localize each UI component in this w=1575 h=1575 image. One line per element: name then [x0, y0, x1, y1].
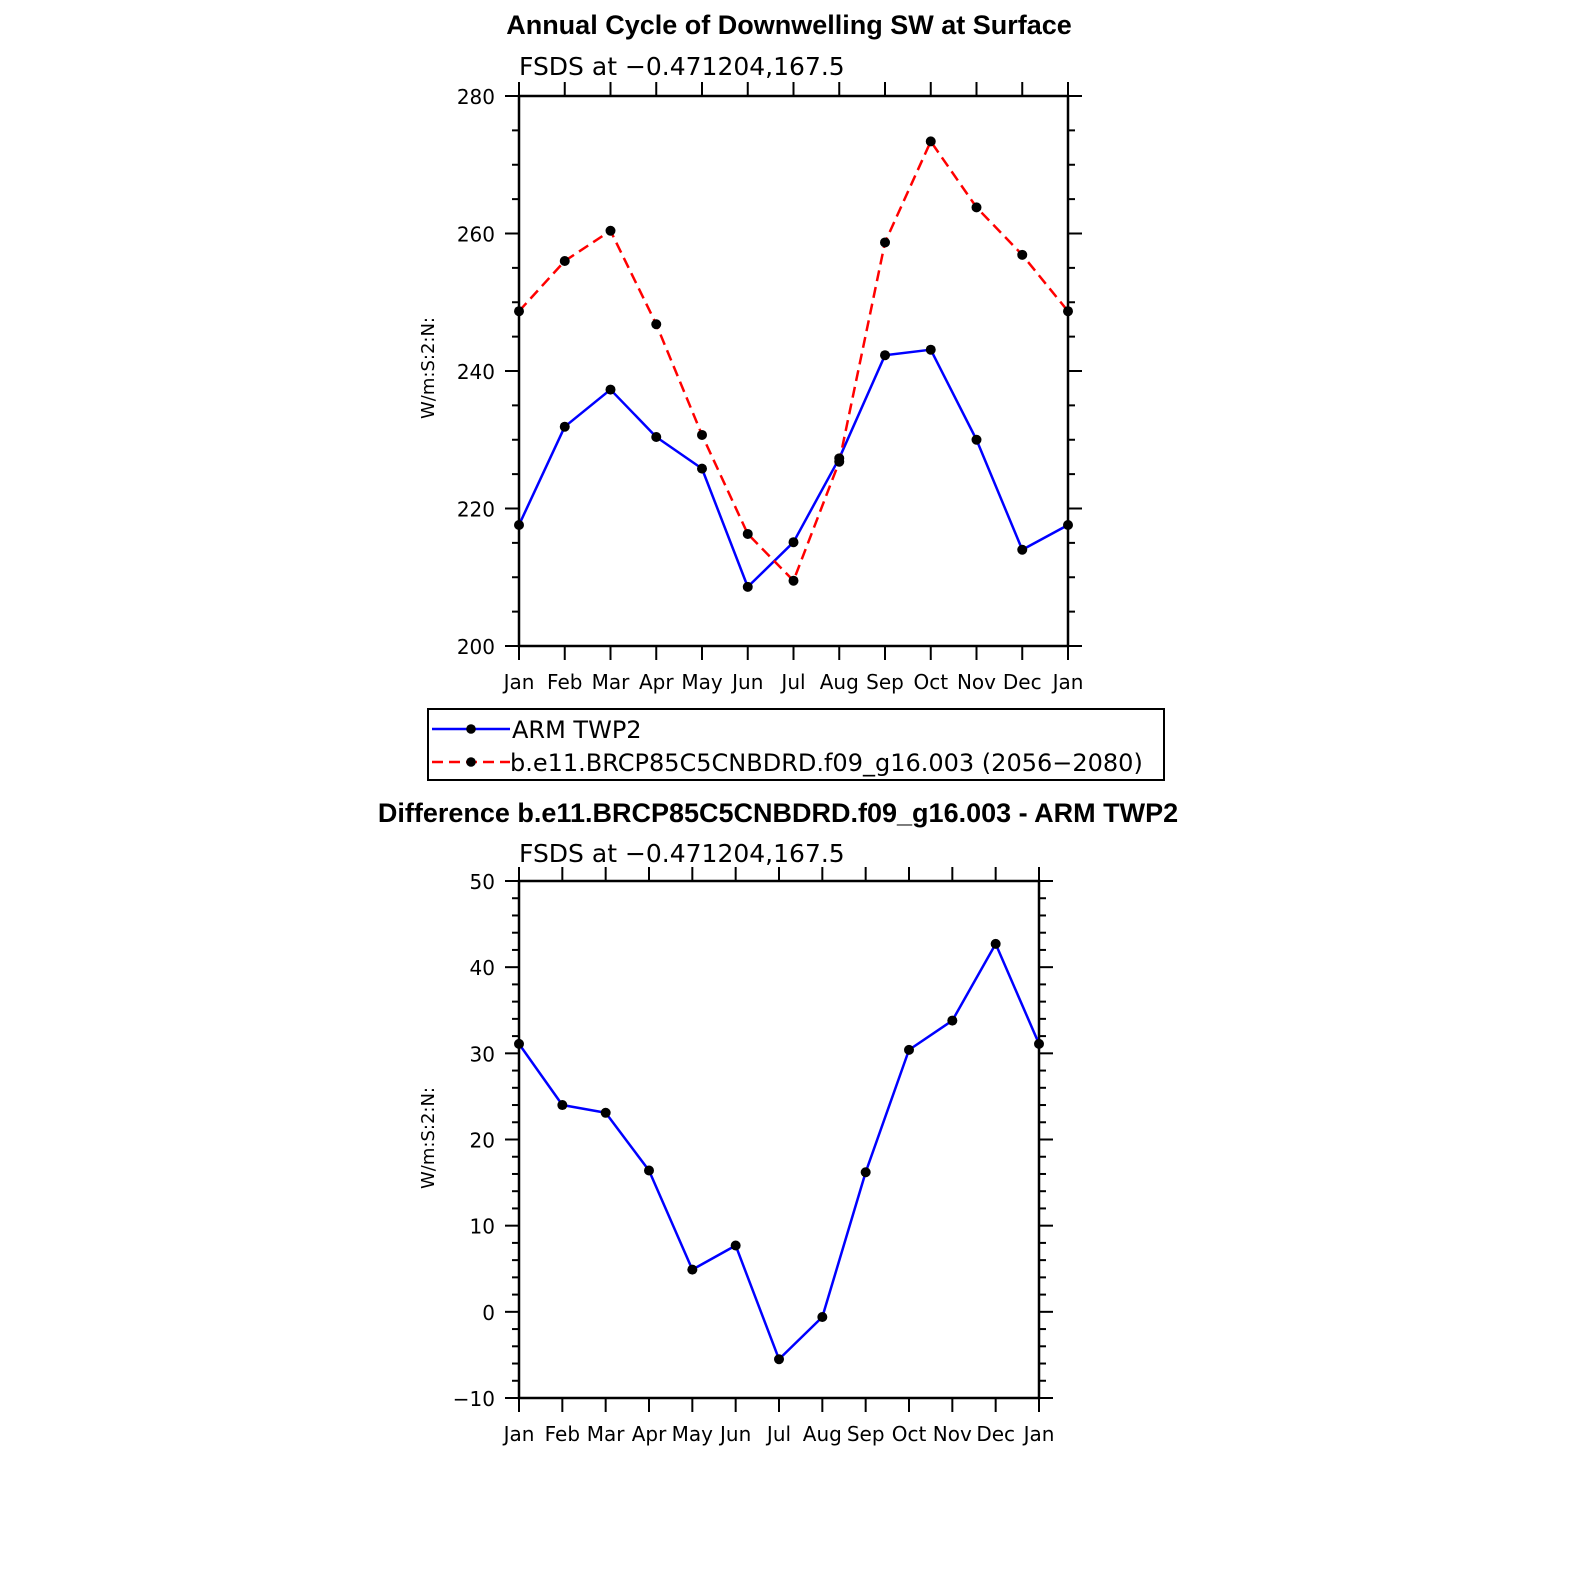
x-tick-label: Oct — [892, 1422, 927, 1446]
x-tick-label: Feb — [545, 1422, 580, 1446]
y-tick-label: 200 — [457, 635, 495, 659]
x-tick-label: Jan — [1022, 1422, 1055, 1446]
data-point-series-0 — [904, 1044, 914, 1055]
data-point-series-0 — [1017, 544, 1028, 555]
y-tick-label: 40 — [470, 956, 495, 980]
x-tick-label: Aug — [803, 1422, 842, 1446]
data-point-series-1 — [605, 225, 616, 236]
data-point-series-0 — [788, 537, 799, 548]
series-line-0 — [517, 942, 1041, 1361]
data-point-series-0 — [742, 581, 753, 592]
x-tick-label: Jun — [718, 1422, 751, 1446]
data-point-series-0 — [730, 1240, 741, 1251]
data-point-series-0 — [697, 463, 707, 474]
chart-subtitle: FSDS at −0.471204,167.5 — [519, 839, 845, 868]
data-point-series-0 — [947, 1015, 958, 1026]
chart-title: Difference b.e11.BRCP85C5CNBDRD.f09_g16.… — [378, 798, 1178, 828]
x-tick-label: Feb — [547, 670, 582, 694]
x-tick-label: Jan — [1051, 670, 1084, 694]
x-tick-label: Jun — [730, 670, 763, 694]
data-point-series-0 — [1063, 520, 1073, 530]
chart-title: Annual Cycle of Downwelling SW at Surfac… — [506, 10, 1072, 40]
data-point-series-0 — [605, 384, 616, 395]
data-point-series-0 — [774, 1354, 784, 1365]
data-point-series-1 — [1063, 306, 1073, 317]
y-tick-label: 30 — [470, 1042, 495, 1066]
y-tick-label: 220 — [457, 498, 495, 522]
data-point-series-1 — [834, 456, 845, 467]
data-point-series-0 — [687, 1264, 698, 1275]
x-tick-label: Nov — [933, 1422, 972, 1446]
legend-box — [427, 708, 1165, 781]
y-tick-label: 280 — [457, 85, 495, 109]
x-tick-label: Dec — [976, 1422, 1015, 1446]
x-tick-label: Apr — [639, 670, 674, 694]
y-axis-label: W/m:S:2:N: — [418, 317, 439, 419]
plot-area-difference: −10 0 10 20 30 40 50 Jan Feb Mar Apr May Jun Jul Aug Se… — [453, 867, 1055, 1446]
plot-area-annual-cycle: 200 220 240 260 280 Jan Feb Mar Apr May Jun Jul Aug S… — [457, 82, 1084, 694]
y-tick-label: 50 — [470, 870, 495, 894]
data-point-series-0 — [860, 1167, 871, 1178]
data-point-series-1 — [1017, 249, 1028, 260]
x-tick-label: Dec — [1003, 670, 1042, 694]
x-tick-label: Mar — [587, 1422, 626, 1446]
x-tick-label: Apr — [632, 1422, 667, 1446]
y-tick-label: 260 — [457, 223, 495, 247]
data-point-series-0 — [817, 1312, 828, 1323]
y-tick-label: −10 — [453, 1387, 495, 1411]
data-point-series-0 — [644, 1165, 654, 1176]
plot-frame — [517, 879, 1041, 1400]
data-point-series-0 — [990, 938, 1001, 949]
data-point-series-1 — [559, 256, 570, 266]
legend-marker-arm — [466, 724, 476, 734]
data-point-series-0 — [559, 421, 570, 432]
data-point-series-0 — [880, 350, 890, 361]
legend-marker-model — [466, 757, 476, 767]
data-point-series-0 — [600, 1107, 611, 1118]
data-point-series-1 — [697, 429, 707, 440]
legend-label-arm: ARM TWP2 — [512, 716, 642, 744]
data-point-series-0 — [1034, 1038, 1044, 1049]
y-tick-label: 10 — [470, 1215, 495, 1239]
legend: ARM TWP2 b.e11.BRCP85C5CNBDRD.f09_g16.00… — [427, 708, 1165, 781]
data-point-series-0 — [971, 434, 982, 445]
y-tick-label: 0 — [482, 1301, 495, 1325]
y-axis-label: W/m:S:2:N: — [418, 1087, 439, 1189]
data-point-series-0 — [925, 344, 936, 355]
data-point-series-1 — [880, 237, 890, 248]
y-tick-label: 240 — [457, 360, 495, 384]
data-point-series-0 — [514, 1038, 524, 1049]
x-tick-label: Sep — [866, 670, 904, 694]
x-tick-label: Jan — [502, 1422, 535, 1446]
data-point-series-0 — [514, 520, 524, 530]
data-point-series-1 — [788, 575, 799, 586]
data-point-series-1 — [971, 202, 982, 213]
chart-subtitle: FSDS at −0.471204,167.5 — [519, 52, 845, 81]
series-line-0 — [517, 348, 1069, 589]
x-tick-label: Jul — [779, 670, 805, 694]
x-tick-label: Jul — [765, 1422, 791, 1446]
x-tick-label: Sep — [847, 1422, 885, 1446]
series-line-1 — [518, 140, 1069, 582]
data-point-series-0 — [557, 1100, 568, 1111]
x-tick-label: Oct — [913, 670, 948, 694]
x-tick-label: Jan — [502, 670, 535, 694]
data-point-series-1 — [925, 136, 936, 147]
legend-label-model: b.e11.BRCP85C5CNBDRD.f09_g16.003 (2056−2… — [510, 749, 1143, 777]
data-point-series-1 — [742, 528, 753, 539]
x-tick-label: May — [681, 670, 723, 694]
y-tick-label: 20 — [470, 1129, 495, 1153]
x-tick-label: Aug — [820, 670, 859, 694]
x-tick-label: May — [672, 1422, 714, 1446]
x-tick-label: Mar — [592, 670, 631, 694]
data-point-series-0 — [651, 432, 662, 442]
plot-frame — [517, 94, 1070, 648]
data-point-series-1 — [514, 306, 524, 317]
x-tick-label: Nov — [957, 670, 996, 694]
data-point-series-1 — [651, 319, 662, 330]
